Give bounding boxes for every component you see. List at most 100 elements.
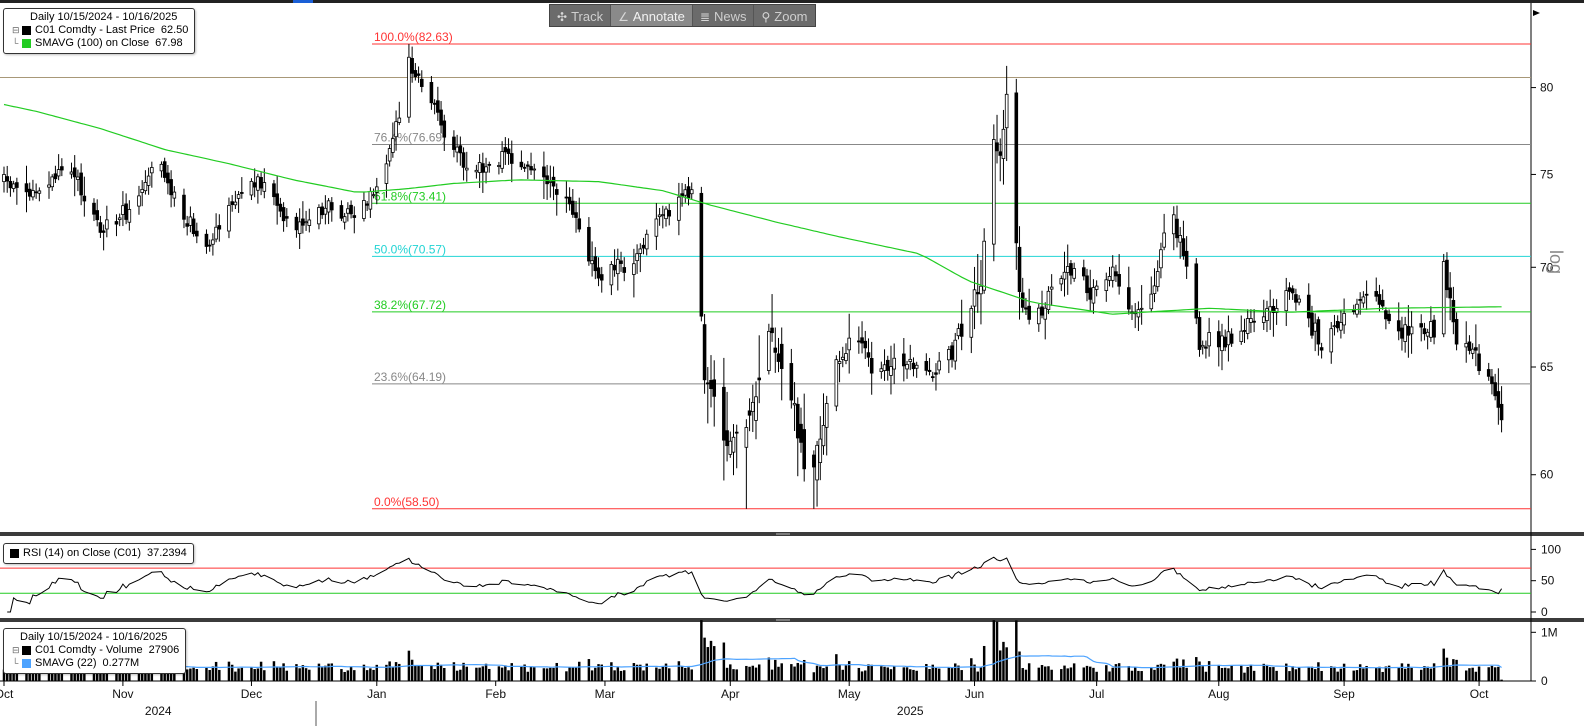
candle-body bbox=[1448, 287, 1452, 299]
candle-body bbox=[407, 56, 411, 118]
candle-body bbox=[770, 327, 774, 334]
volume-bar-242 bbox=[1088, 666, 1092, 681]
volume-bar-330 bbox=[1487, 667, 1490, 681]
candle-body bbox=[734, 431, 739, 434]
tree-collapse-icon[interactable]: ⊟ bbox=[12, 25, 20, 35]
volume-bar-269 bbox=[1207, 661, 1211, 681]
candle-body bbox=[686, 186, 691, 199]
volume-bar-261 bbox=[1175, 658, 1179, 681]
volume-bar-10 bbox=[47, 668, 51, 681]
candle-247 bbox=[1110, 255, 1115, 288]
candle-67 bbox=[301, 201, 305, 234]
candle-body bbox=[731, 436, 736, 453]
volume-bar-247 bbox=[1111, 667, 1114, 681]
candle-73 bbox=[326, 198, 331, 225]
candle-body bbox=[124, 203, 128, 220]
candle-134 bbox=[599, 266, 604, 293]
price-legend[interactable]: Daily 10/15/2024 - 10/16/2025 ⊟ C01 Comd… bbox=[3, 8, 196, 54]
volume-bar-220 bbox=[992, 620, 996, 681]
candle-body bbox=[262, 182, 267, 192]
volume-bar-113 bbox=[507, 670, 510, 681]
candle-206 bbox=[927, 357, 932, 376]
volume-sma-name: SMAVG (22) bbox=[35, 657, 97, 669]
volume-bar-237 bbox=[1066, 668, 1069, 681]
candle-body bbox=[191, 218, 196, 235]
candle-body bbox=[522, 166, 527, 169]
candle-body bbox=[1223, 336, 1227, 348]
volume-bar-289 bbox=[1297, 667, 1301, 681]
volume-bar-185 bbox=[835, 654, 838, 681]
volume-bar-286 bbox=[1288, 671, 1291, 681]
candle-body bbox=[34, 191, 38, 194]
candle-225 bbox=[1014, 78, 1019, 270]
candle-166 bbox=[747, 398, 752, 432]
candle-165 bbox=[744, 419, 749, 509]
candle-body bbox=[795, 403, 800, 439]
annotate-button[interactable]: ∠ Annotate bbox=[611, 5, 693, 26]
rsi-legend[interactable]: RSI (14) on Close (C01) 37.2394 bbox=[3, 543, 194, 564]
candle-body bbox=[50, 176, 54, 188]
candle-body bbox=[1294, 294, 1298, 303]
candle-6 bbox=[27, 182, 32, 201]
volume-bar-260 bbox=[1172, 661, 1176, 681]
volume-bar-127 bbox=[571, 667, 575, 681]
month-label-0: Oct bbox=[0, 687, 14, 701]
volume-bar-202 bbox=[909, 669, 912, 681]
volume-bar-298 bbox=[1339, 668, 1343, 681]
candle-114 bbox=[509, 140, 514, 183]
candle-body bbox=[683, 189, 688, 196]
candle-body bbox=[1306, 294, 1311, 319]
volume-bar-149 bbox=[667, 668, 671, 681]
candle-body bbox=[709, 380, 713, 390]
candle-205 bbox=[924, 353, 929, 376]
volume-legend[interactable]: Daily 10/15/2024 - 10/16/2025 ⊟ C01 Comd… bbox=[3, 628, 187, 674]
candle-body bbox=[1406, 325, 1411, 336]
candle-body bbox=[60, 166, 64, 171]
candle-13 bbox=[56, 154, 61, 181]
volume-bar-233 bbox=[1047, 666, 1050, 681]
candle-0 bbox=[2, 166, 6, 193]
volume-bar-105 bbox=[475, 667, 478, 681]
volume-bar-265 bbox=[1195, 657, 1198, 681]
candle-body bbox=[105, 219, 109, 230]
tree-collapse-icon[interactable]: ⊟ bbox=[12, 645, 20, 655]
volume-bars bbox=[2, 620, 1503, 681]
volume-bar-200 bbox=[902, 667, 906, 681]
rsi-line bbox=[7, 556, 1503, 613]
candle-236 bbox=[1062, 251, 1067, 297]
candle-332 bbox=[1493, 373, 1497, 401]
volume-bar-332 bbox=[1493, 667, 1497, 681]
candle-269 bbox=[1207, 317, 1211, 357]
volume-bar-122 bbox=[549, 667, 552, 681]
candle-152 bbox=[683, 183, 688, 203]
candle-21 bbox=[95, 199, 99, 227]
candle-176 bbox=[792, 382, 797, 432]
volume-bar-85 bbox=[385, 664, 388, 681]
volume-bar-296 bbox=[1333, 666, 1336, 681]
volume-tick-label-0: 1M bbox=[1541, 625, 1558, 639]
volume-bar-245 bbox=[1105, 665, 1108, 681]
candle-body bbox=[162, 161, 167, 178]
candle-264 bbox=[1184, 236, 1189, 279]
month-label-12: Oct bbox=[1470, 687, 1489, 701]
rsi-tick-label-2: 100 bbox=[1541, 542, 1561, 556]
candle-body bbox=[166, 172, 170, 184]
candle-261 bbox=[1175, 205, 1179, 248]
candle-129 bbox=[577, 197, 582, 233]
candle-47 bbox=[211, 233, 215, 256]
candle-body bbox=[860, 337, 864, 344]
zoom-button[interactable]: ⚲ Zoom bbox=[754, 5, 814, 26]
candle-156 bbox=[702, 314, 707, 394]
news-button[interactable]: ≣ News bbox=[693, 5, 755, 26]
candle-body bbox=[590, 260, 594, 265]
candle-body bbox=[497, 165, 501, 167]
candle-body bbox=[792, 402, 797, 406]
candle-body bbox=[799, 423, 803, 443]
track-button[interactable]: ✣ Track bbox=[550, 5, 612, 26]
candle-body bbox=[217, 225, 222, 230]
volume-bar-37 bbox=[166, 670, 170, 681]
annotate-label: Annotate bbox=[632, 9, 685, 24]
candle-87 bbox=[391, 122, 395, 158]
candle-body bbox=[554, 189, 559, 195]
